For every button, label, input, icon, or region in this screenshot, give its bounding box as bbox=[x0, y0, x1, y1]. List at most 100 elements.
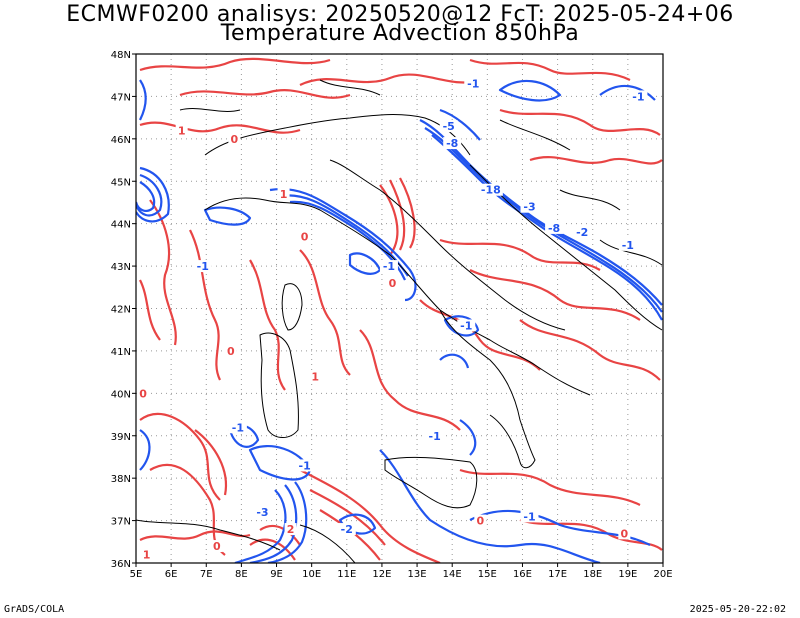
warm-contour bbox=[139, 121, 301, 134]
warm-contour bbox=[179, 89, 351, 99]
warm-contour bbox=[299, 73, 481, 86]
lat-tick-label: 44N bbox=[111, 220, 131, 231]
lon-tick-label: 19E bbox=[618, 569, 637, 580]
lon-tick-label: 11E bbox=[337, 569, 356, 580]
lat-tick-label: 42N bbox=[111, 305, 131, 316]
contour-labels: -1 -1 1 0 -5 -8 -18 -3 -8 -2 -1 1 0 -1 -1 0 -1 0 1 0 -1 -1 -1 -… bbox=[137, 77, 648, 562]
cold-contour bbox=[599, 84, 656, 101]
contour-label: 0 bbox=[139, 387, 147, 400]
cold-contour bbox=[136, 173, 163, 217]
contour-label: 0 bbox=[231, 133, 239, 146]
contour-label-box bbox=[545, 221, 564, 234]
lat-tick-label: 47N bbox=[111, 92, 131, 103]
lat-tick-label: 37N bbox=[111, 517, 131, 528]
contour-label: -1 bbox=[523, 510, 535, 523]
lat-tick-label: 43N bbox=[111, 262, 131, 273]
contour-label-box bbox=[474, 514, 487, 527]
contour-label: -1 bbox=[460, 319, 472, 332]
cold-contour bbox=[234, 489, 287, 563]
cold-contour bbox=[348, 252, 382, 275]
contour-label: -1 bbox=[467, 78, 479, 91]
cold-contour bbox=[267, 481, 308, 563]
cold-contour bbox=[424, 127, 663, 313]
lat-tick-label: 36N bbox=[111, 559, 131, 570]
contour-label: -3 bbox=[523, 201, 535, 214]
coastlines-and-borders bbox=[136, 79, 663, 563]
contour-label-box bbox=[573, 226, 592, 239]
cold-contour bbox=[139, 429, 151, 471]
cold-contour bbox=[439, 108, 481, 141]
border-line bbox=[179, 79, 663, 266]
lon-tick-label: 10E bbox=[302, 569, 321, 580]
contour-label: -2 bbox=[341, 523, 353, 536]
cold-contour bbox=[203, 206, 252, 226]
cold-contour bbox=[443, 315, 480, 337]
contour-label-box bbox=[425, 429, 444, 442]
alps-border bbox=[204, 114, 471, 156]
sicily-coastline bbox=[384, 456, 478, 509]
warm-contour bbox=[194, 429, 228, 496]
contour-label: 1 bbox=[311, 370, 319, 383]
contour-label-box bbox=[464, 77, 483, 90]
lon-tick-label: 7E bbox=[200, 569, 213, 580]
warm-contour bbox=[139, 279, 161, 341]
map-title: ECMWF0200 analisys: 20250520@12 FcT: 202… bbox=[66, 2, 734, 27]
lat-tick-label: 46N bbox=[111, 135, 131, 146]
contour-label-box bbox=[443, 137, 462, 150]
lat-tick-label: 41N bbox=[111, 347, 131, 358]
warm-contour bbox=[469, 269, 641, 321]
longitude-axis: 5E 6E 7E 8E 9E 10E 11E 12E 13E 14E 15E 16E 17E 18E 19E… bbox=[130, 563, 673, 580]
warm-contour bbox=[519, 319, 661, 381]
contour-label-box bbox=[228, 421, 247, 434]
cold-contour bbox=[136, 181, 156, 212]
cold-contour bbox=[279, 194, 409, 277]
contour-label-box bbox=[137, 387, 150, 400]
contour-label-box bbox=[478, 183, 503, 196]
contour-label-box bbox=[386, 277, 399, 290]
contour-label-box bbox=[210, 540, 223, 553]
italy-east-coastline bbox=[329, 159, 566, 331]
contour-label-box bbox=[618, 238, 637, 251]
africa-coastline bbox=[136, 519, 356, 563]
lon-tick-label: 17E bbox=[548, 569, 567, 580]
contour-label-box bbox=[277, 187, 290, 200]
warm-contour bbox=[359, 329, 461, 431]
contour-label: -3 bbox=[256, 506, 268, 519]
contour-label-box bbox=[295, 459, 314, 472]
lat-tick-label: 48N bbox=[111, 50, 131, 61]
warm-contour bbox=[299, 469, 441, 563]
contour-label: -5 bbox=[443, 120, 455, 133]
lon-tick-label: 5E bbox=[130, 569, 143, 580]
warm-contour bbox=[529, 156, 663, 165]
contour-label-box bbox=[193, 260, 212, 273]
contour-label-box bbox=[284, 523, 297, 536]
lon-tick-label: 15E bbox=[478, 569, 497, 580]
lon-tick-label: 20E bbox=[653, 569, 672, 580]
warm-contour bbox=[249, 524, 301, 561]
contour-label-box bbox=[224, 344, 237, 357]
warm-contour bbox=[499, 108, 661, 136]
contour-label: 1 bbox=[143, 549, 151, 562]
cold-contour bbox=[379, 449, 601, 563]
cold-contour bbox=[459, 419, 477, 456]
contour-label: -1 bbox=[383, 260, 395, 273]
contour-label-box bbox=[629, 90, 648, 103]
cold-contour bbox=[498, 79, 562, 102]
warm-contour bbox=[189, 229, 222, 381]
contour-label-box bbox=[337, 523, 356, 536]
contour-label-box bbox=[520, 200, 539, 213]
contour-label-box bbox=[309, 370, 322, 383]
cold-contour bbox=[249, 484, 298, 563]
lat-tick-label: 39N bbox=[111, 432, 131, 443]
contour-label-box bbox=[140, 548, 153, 561]
lon-tick-label: 6E bbox=[165, 569, 178, 580]
contour-label: -1 bbox=[197, 260, 209, 273]
contour-label: 1 bbox=[280, 188, 288, 201]
lat-tick-label: 40N bbox=[111, 389, 131, 400]
warm-contour bbox=[139, 57, 331, 72]
contour-label-box bbox=[618, 527, 631, 540]
contour-label: -8 bbox=[446, 137, 458, 150]
sardinia-coastline bbox=[259, 332, 299, 438]
corsica-coastline bbox=[281, 283, 303, 331]
latitude-axis: 48N 47N 46N 45N 44N 43N 42N 41N 40N 39N 38N 37N 36N bbox=[111, 50, 136, 570]
